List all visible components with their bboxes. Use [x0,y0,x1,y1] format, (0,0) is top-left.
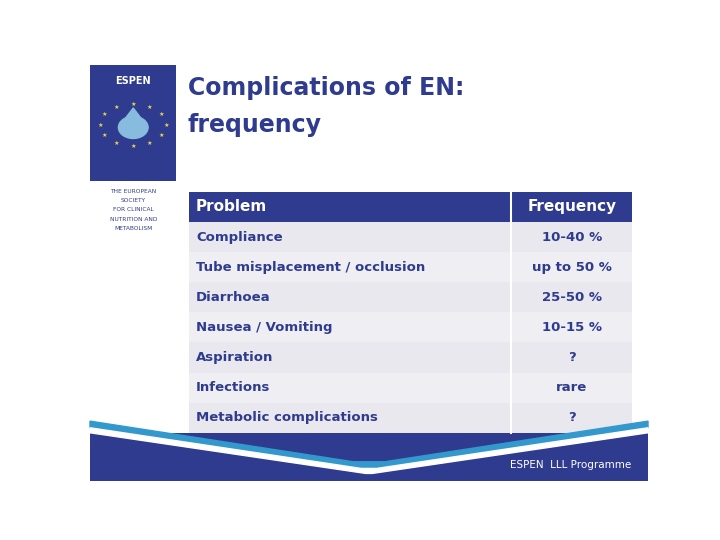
Text: ?: ? [568,411,576,424]
Polygon shape [118,108,148,127]
Text: Problem: Problem [196,199,267,214]
Circle shape [118,116,148,138]
Text: ★: ★ [163,123,169,128]
Polygon shape [90,421,648,468]
Text: Compliance: Compliance [196,231,283,244]
Text: FOR CLINICAL: FOR CLINICAL [113,207,153,212]
Text: Infections: Infections [196,381,271,394]
Text: ★: ★ [98,123,103,128]
FancyBboxPatch shape [189,403,632,433]
Text: ★: ★ [102,133,107,138]
Text: 25-50 %: 25-50 % [542,291,602,304]
Text: 10-15 %: 10-15 % [542,321,602,334]
Text: Complications of EN:: Complications of EN: [188,76,464,100]
FancyBboxPatch shape [189,252,632,282]
Text: ESPEN: ESPEN [115,76,151,86]
Text: ★: ★ [159,112,165,117]
FancyBboxPatch shape [189,282,632,312]
Text: ★: ★ [147,105,153,110]
Text: ★: ★ [102,112,107,117]
FancyBboxPatch shape [189,342,632,373]
Text: SOCIETY: SOCIETY [121,198,145,203]
Text: up to 50 %: up to 50 % [532,261,612,274]
Text: ★: ★ [159,133,165,138]
FancyBboxPatch shape [189,192,632,222]
FancyBboxPatch shape [189,222,632,252]
Text: ★: ★ [114,141,120,146]
Text: Diarrhoea: Diarrhoea [196,291,271,304]
Text: Nausea / Vomiting: Nausea / Vomiting [196,321,333,334]
Text: METABOLISM: METABOLISM [114,226,153,231]
Text: Aspiration: Aspiration [196,351,274,364]
Text: ★: ★ [114,105,120,110]
Text: ★: ★ [130,144,136,149]
FancyBboxPatch shape [90,433,648,481]
Text: ESPEN  LLL Programme: ESPEN LLL Programme [510,460,631,470]
Text: ?: ? [568,351,576,364]
Text: ★: ★ [130,102,136,107]
Text: Tube misplacement / occlusion: Tube misplacement / occlusion [196,261,426,274]
Text: NUTRITION AND: NUTRITION AND [109,217,157,221]
FancyBboxPatch shape [189,312,632,342]
Text: frequency: frequency [188,113,322,137]
Text: Frequency: Frequency [527,199,616,214]
Polygon shape [90,428,648,474]
FancyBboxPatch shape [189,373,632,403]
Text: ★: ★ [147,141,153,146]
Text: rare: rare [557,381,588,394]
Text: Metabolic complications: Metabolic complications [196,411,378,424]
Text: 10-40 %: 10-40 % [541,231,602,244]
FancyBboxPatch shape [90,65,176,181]
Text: THE EUROPEAN: THE EUROPEAN [110,189,156,194]
